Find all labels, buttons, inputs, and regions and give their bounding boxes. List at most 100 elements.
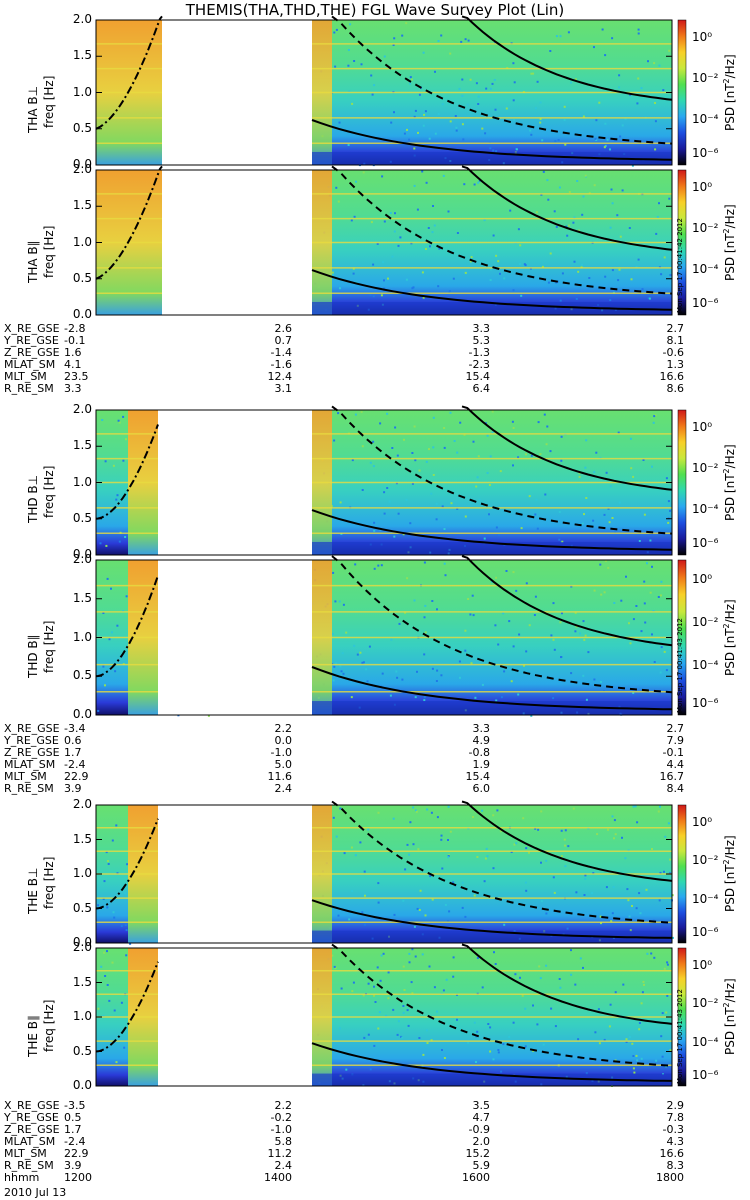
noise-speck (111, 839, 114, 842)
noise-speck (653, 956, 656, 959)
noise-speck (497, 260, 500, 263)
noise-speck (456, 451, 459, 454)
noise-speck (568, 224, 571, 227)
noise-speck (570, 672, 573, 675)
noise-speck (440, 674, 443, 677)
noise-speck (129, 942, 132, 945)
y-tick-label: 1.5 (72, 48, 92, 63)
noise-speck (379, 422, 382, 425)
noise-speck (643, 580, 646, 583)
noise-speck (546, 179, 549, 182)
noise-speck (667, 521, 670, 524)
noise-speck (618, 86, 621, 89)
noise-speck (534, 513, 537, 516)
noise-speck (352, 981, 355, 984)
colorbar (677, 559, 687, 716)
noise-speck (449, 411, 452, 414)
noise-speck (578, 475, 581, 478)
noise-speck (437, 285, 440, 288)
noise-speck (539, 121, 542, 124)
noise-speck (572, 807, 575, 810)
noise-speck (347, 64, 350, 67)
noise-speck (447, 210, 450, 213)
noise-speck (413, 147, 416, 150)
noise-speck (425, 181, 428, 184)
noise-speck (519, 244, 522, 247)
noise-speck (425, 1029, 428, 1032)
noise-speck (561, 612, 563, 615)
noise-speck (124, 924, 127, 926)
noise-speck (517, 228, 520, 231)
noise-speck (416, 208, 419, 211)
noise-speck (469, 260, 472, 263)
noise-speck (378, 1011, 381, 1014)
ephemeris-value: 15.2 (465, 1147, 491, 1160)
noise-speck (553, 648, 556, 651)
noise-speck (637, 32, 640, 35)
panel-label: THE B⊥ (26, 867, 40, 914)
noise-speck (505, 570, 508, 572)
noise-speck (558, 978, 561, 980)
noise-speck (476, 856, 479, 858)
noise-speck (600, 922, 602, 925)
noise-speck (338, 121, 341, 124)
noise-speck (510, 680, 513, 683)
ephemeris-value: 3.9 (64, 1159, 82, 1172)
colorbar-tick-label: 10⁻⁶ (692, 695, 719, 710)
data-gap (158, 805, 312, 943)
noise-speck (426, 808, 429, 811)
colorbar-label: PSD [nT2/Hz] (722, 203, 737, 281)
noise-speck (598, 1065, 601, 1068)
noise-speck (412, 286, 415, 289)
noise-speck (456, 1018, 458, 1021)
y-tick-label: 0.5 (72, 120, 92, 135)
noise-speck (552, 876, 555, 879)
noise-speck (447, 856, 450, 859)
gyrofrequency-curve-solid (311, 1042, 673, 1082)
data-gap (162, 170, 312, 315)
noise-speck (467, 1041, 470, 1044)
noise-speck (367, 1033, 370, 1036)
noise-speck (512, 1021, 515, 1024)
noise-speck (380, 564, 383, 567)
noise-speck (594, 137, 597, 140)
noise-speck (566, 927, 569, 930)
gyrofrequency-curve-solid-upper (461, 800, 673, 882)
noise-speck (432, 446, 435, 449)
noise-speck (401, 1036, 404, 1039)
noise-speck (636, 102, 639, 105)
noise-speck (106, 906, 109, 909)
noise-speck (545, 443, 548, 446)
noise-speck (447, 805, 450, 808)
noise-speck (422, 296, 425, 299)
noise-speck (631, 905, 633, 907)
noise-speck (539, 118, 542, 120)
noise-speck (339, 501, 342, 504)
noise-speck (339, 807, 342, 810)
panel-label: THA B⊥ (26, 85, 40, 133)
noise-speck (523, 263, 526, 266)
noise-speck (350, 696, 353, 699)
noise-speck (588, 192, 591, 195)
noise-speck (508, 1035, 511, 1038)
noise-speck (611, 815, 614, 818)
noise-speck (523, 664, 525, 667)
noise-speck (607, 566, 610, 569)
noise-speck (583, 513, 585, 516)
noise-speck (604, 275, 607, 278)
noise-speck (419, 889, 422, 892)
noise-speck (410, 242, 413, 245)
noise-speck (529, 129, 532, 132)
noise-speck (435, 680, 438, 682)
noise-speck (612, 886, 615, 889)
noise-speck (452, 881, 455, 884)
noise-speck (470, 662, 473, 665)
noise-speck (513, 81, 516, 84)
gyrofrequency-curve-dashdot (95, 424, 159, 520)
noise-speck (534, 595, 537, 598)
noise-speck (525, 650, 528, 653)
noise-speck (397, 512, 400, 515)
ephemeris-value: 4.4 (666, 758, 685, 771)
noise-speck (525, 582, 528, 585)
noise-speck (607, 507, 610, 510)
